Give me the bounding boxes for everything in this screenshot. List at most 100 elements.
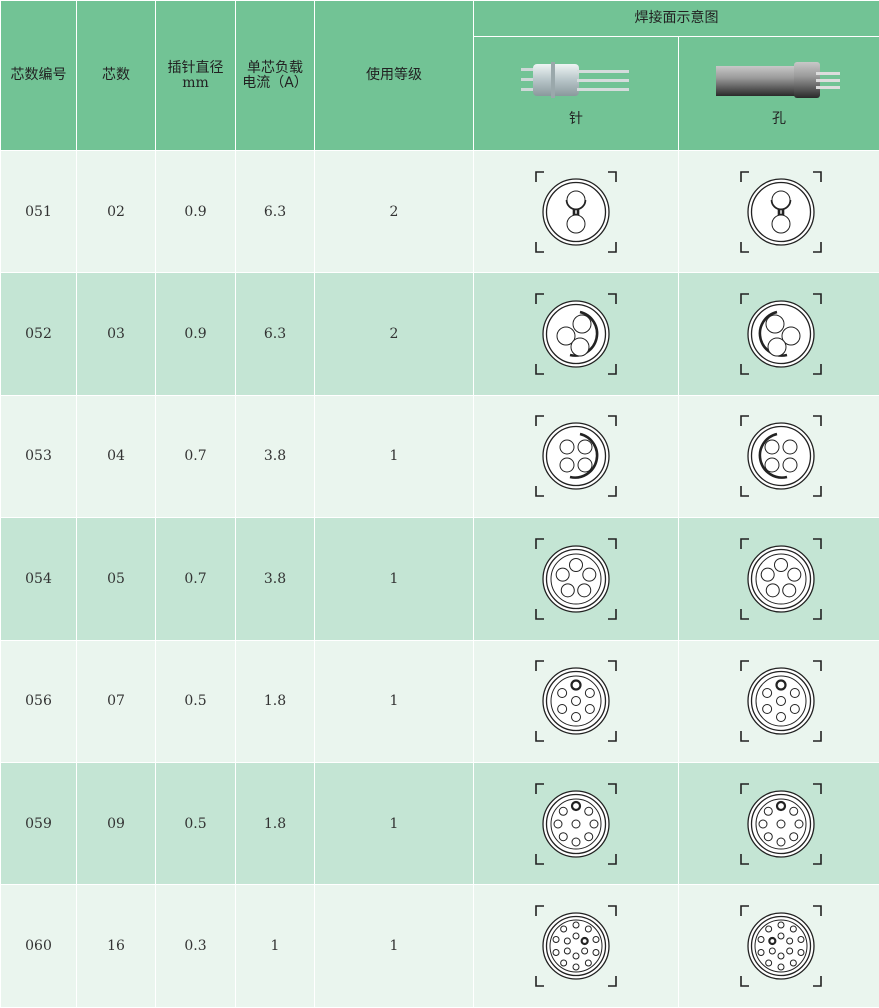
contact-hole (593, 950, 599, 956)
contact-hole (561, 960, 567, 966)
cell-cores: 03 (77, 273, 156, 395)
contact-hole (573, 953, 579, 959)
contact-hole (787, 948, 793, 954)
corner-bracket (741, 539, 749, 549)
contact-hole (778, 922, 784, 928)
corner-bracket (608, 976, 616, 986)
header-diagram-group: 焊接面示意图 (474, 1, 879, 37)
header-cores: 芯数 (77, 1, 156, 151)
contact-hole (795, 820, 803, 828)
cell-diameter: 0.7 (156, 518, 236, 640)
cell-diameter: 0.3 (156, 885, 236, 1007)
contact-hole (573, 964, 579, 970)
header-code: 芯数编号 (1, 1, 77, 151)
socket-connector-image (716, 60, 842, 100)
contact-hole (560, 458, 574, 472)
contact-hole (559, 807, 567, 815)
contact-hole (766, 584, 779, 597)
contact-hole (582, 948, 588, 954)
cell-diameter: 0.5 (156, 762, 236, 884)
corner-bracket (608, 539, 616, 549)
corner-bracket (608, 661, 616, 671)
contact-hole (554, 820, 562, 828)
cell-current: 1.8 (236, 762, 315, 884)
contact-hole (559, 832, 567, 840)
header-current: 单芯负载电流（A） (236, 1, 315, 151)
cell-cores: 05 (77, 518, 156, 640)
contact-hole (578, 584, 591, 597)
outer-ring (543, 423, 609, 489)
corner-bracket (608, 784, 616, 794)
cell-socket-diagram (679, 395, 879, 517)
header-pin: 针 (474, 37, 679, 151)
socket-face-diagram (739, 170, 823, 254)
corner-bracket (608, 416, 616, 426)
contact-hole (571, 338, 589, 356)
contact-hole (790, 807, 798, 815)
contact-hole (759, 820, 767, 828)
cell-cores: 02 (77, 151, 156, 273)
cell-grade: 1 (315, 640, 474, 762)
outer-ring (748, 301, 814, 367)
contact-hole (775, 558, 788, 571)
corner-bracket (741, 906, 749, 916)
corner-bracket (536, 784, 544, 794)
outer-ring (748, 423, 814, 489)
contact-hole (798, 950, 804, 956)
header-socket: 孔 (679, 37, 879, 151)
contact-hole (590, 820, 598, 828)
corner-bracket (741, 976, 749, 986)
corner-bracket (741, 294, 749, 304)
corner-bracket (536, 172, 544, 182)
contact-hole (763, 705, 772, 714)
pin-face-diagram (534, 292, 618, 376)
contact-hole (783, 458, 797, 472)
corner-bracket (536, 539, 544, 549)
cell-current: 6.3 (236, 151, 315, 273)
corner-bracket (813, 661, 821, 671)
contact-hole (772, 215, 790, 233)
corner-bracket (741, 486, 749, 496)
corner-bracket (608, 364, 616, 374)
contact-hole (561, 584, 574, 597)
cell-grade: 1 (315, 518, 474, 640)
cell-code: 052 (1, 273, 77, 395)
contact-hole (564, 938, 570, 944)
corner-bracket (608, 854, 616, 864)
contact-hole (585, 705, 594, 714)
header-diameter-label: 插针直径 (168, 60, 224, 76)
corner-bracket (813, 731, 821, 741)
contact-hole (570, 558, 583, 571)
cell-socket-diagram (679, 151, 879, 273)
contact-hole (572, 697, 581, 706)
pin-face-diagram (534, 537, 618, 621)
cell-code: 054 (1, 518, 77, 640)
corner-bracket (608, 486, 616, 496)
cell-code: 059 (1, 762, 77, 884)
contact-hole (560, 440, 574, 454)
contact-hole (573, 933, 579, 939)
cell-pin-diagram (474, 640, 679, 762)
cell-cores: 04 (77, 395, 156, 517)
contact-hole (583, 568, 596, 581)
contact-hole (573, 922, 579, 928)
socket-face-diagram (739, 414, 823, 498)
contact-hole (765, 440, 779, 454)
contact-hole (769, 948, 775, 954)
pin-label: 针 (569, 112, 583, 127)
cell-grade: 1 (315, 762, 474, 884)
contact-hole (761, 568, 774, 581)
contact-hole (556, 568, 569, 581)
corner-bracket (536, 854, 544, 864)
contact-hole (777, 681, 786, 690)
contact-hole (572, 820, 580, 828)
corner-bracket (536, 609, 544, 619)
corner-bracket (813, 242, 821, 252)
